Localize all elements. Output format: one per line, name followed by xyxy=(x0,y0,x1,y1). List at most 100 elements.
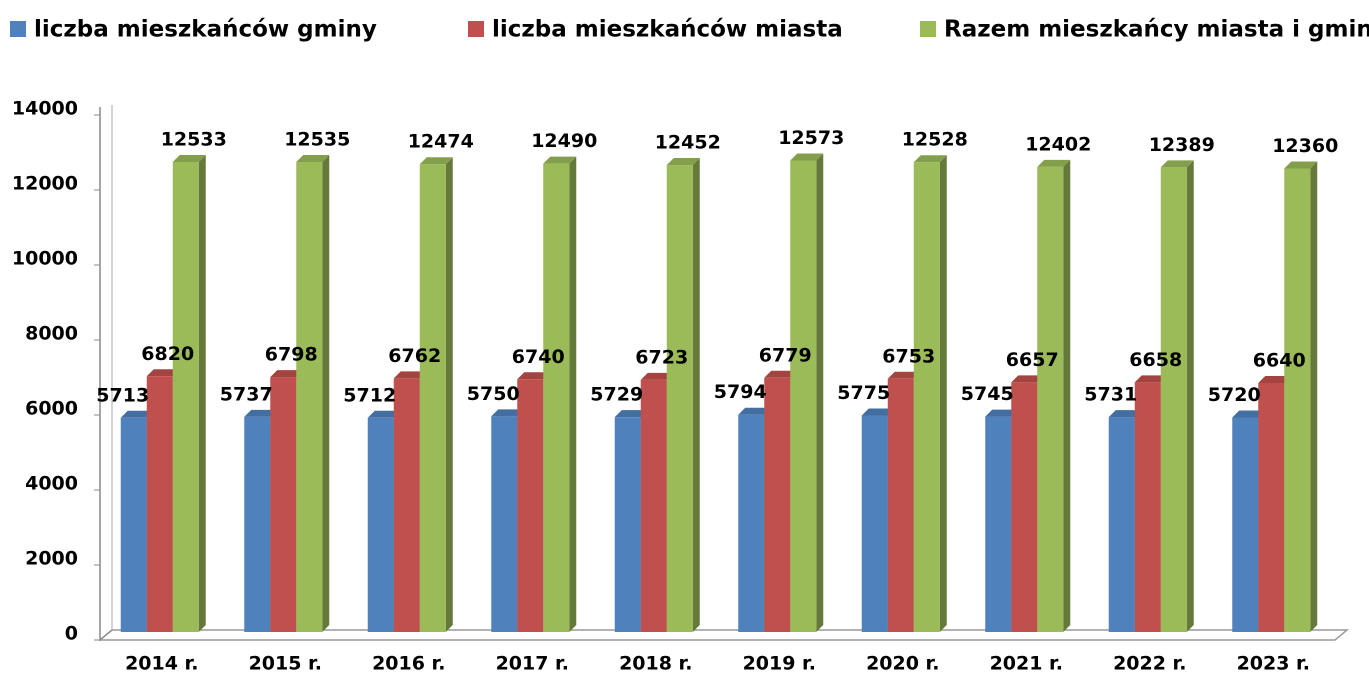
data-label: 6740 xyxy=(512,346,565,368)
bar xyxy=(120,417,147,632)
bar-top xyxy=(244,409,278,417)
data-label: 6753 xyxy=(882,345,935,367)
x-tick-label: 2023 r. xyxy=(1237,653,1310,675)
data-label: 5745 xyxy=(961,383,1014,405)
bar-top xyxy=(296,154,330,162)
bar-top xyxy=(419,157,453,165)
data-label: 6658 xyxy=(1129,349,1182,371)
bar xyxy=(543,163,570,632)
bar-top xyxy=(393,371,427,379)
bar xyxy=(1232,417,1259,632)
legend-label: liczba mieszkańców gminy xyxy=(34,17,377,43)
y-tick-label: 2000 xyxy=(25,548,78,570)
data-label: 12533 xyxy=(161,129,227,151)
bar xyxy=(1011,382,1038,632)
data-label: 5731 xyxy=(1084,384,1137,406)
bar xyxy=(1037,166,1064,633)
bar-top xyxy=(120,410,154,418)
data-label: 6762 xyxy=(388,345,441,367)
data-label: 6723 xyxy=(635,346,688,368)
bar-side xyxy=(692,158,700,633)
bar xyxy=(614,417,641,632)
data-label: 6640 xyxy=(1253,350,1306,372)
legend-swatch xyxy=(920,21,936,37)
legend-label: liczba mieszkańców miasta xyxy=(492,17,843,43)
bar-side xyxy=(1063,159,1071,633)
bar-top xyxy=(367,410,401,418)
bar xyxy=(517,379,544,632)
y-tick-label: 6000 xyxy=(25,398,78,420)
data-label: 12452 xyxy=(655,132,721,154)
bar xyxy=(764,377,791,632)
x-tick-label: 2016 r. xyxy=(372,653,445,675)
bar xyxy=(491,416,518,632)
bar-top xyxy=(1011,375,1045,383)
bar-side xyxy=(939,155,947,632)
data-label: 12528 xyxy=(902,129,968,151)
bar-top xyxy=(1160,160,1194,168)
x-tick-label: 2020 r. xyxy=(866,653,939,675)
data-label: 12474 xyxy=(408,131,474,153)
bar-top xyxy=(543,156,577,164)
bar xyxy=(640,379,667,632)
bar-top xyxy=(172,155,206,163)
bar-top xyxy=(913,155,947,163)
bar xyxy=(790,160,817,632)
bar-top xyxy=(270,370,304,378)
x-tick-label: 2019 r. xyxy=(743,653,816,675)
legend-swatch xyxy=(468,21,484,37)
y-tick-label: 12000 xyxy=(12,173,78,195)
bar-side xyxy=(445,157,453,632)
data-label: 5794 xyxy=(714,381,767,403)
y-tick-label: 4000 xyxy=(25,473,78,495)
y-tick-label: 0 xyxy=(65,623,78,645)
bar xyxy=(270,377,297,632)
data-label: 5720 xyxy=(1208,384,1261,406)
x-tick-label: 2022 r. xyxy=(1113,653,1186,675)
data-label: 5712 xyxy=(343,384,396,406)
bar-side xyxy=(569,156,577,632)
data-label: 12389 xyxy=(1149,134,1215,156)
floor xyxy=(100,629,1350,641)
data-label: 12535 xyxy=(284,128,350,150)
bar-top xyxy=(764,370,798,378)
bar xyxy=(738,414,765,632)
bar-side xyxy=(198,155,206,632)
data-label: 6657 xyxy=(1006,349,1059,371)
bar-top xyxy=(887,371,921,379)
bar xyxy=(666,165,693,633)
bar-top xyxy=(1258,376,1292,383)
bar xyxy=(146,376,173,632)
bar xyxy=(367,417,394,632)
x-tick-label: 2018 r. xyxy=(619,653,692,675)
x-tick-label: 2017 r. xyxy=(496,653,569,675)
bar xyxy=(887,378,914,632)
legend-swatch xyxy=(10,21,26,37)
data-label: 5750 xyxy=(467,383,520,405)
bar-side xyxy=(816,153,824,632)
bar-top xyxy=(1134,375,1168,383)
bar-side xyxy=(1310,161,1318,632)
bar xyxy=(296,161,323,632)
bar-side xyxy=(1186,160,1194,632)
bar xyxy=(393,378,420,632)
bar xyxy=(985,416,1012,632)
bar xyxy=(1108,417,1135,632)
bar-top xyxy=(146,369,180,377)
data-label: 12490 xyxy=(531,130,597,152)
bar-top xyxy=(666,158,700,166)
bar xyxy=(1284,168,1311,632)
bar xyxy=(244,416,271,632)
bar-top xyxy=(738,407,772,415)
bar xyxy=(861,415,888,632)
bar-top xyxy=(614,410,648,418)
bar xyxy=(172,162,199,632)
bar-top xyxy=(1232,410,1266,418)
y-tick-label: 8000 xyxy=(25,323,78,345)
legend-label: Razem mieszkańcy miasta i gminy xyxy=(944,17,1369,43)
data-label: 6779 xyxy=(759,344,812,366)
y-tick-label: 14000 xyxy=(12,98,78,120)
bar-top xyxy=(790,153,824,161)
axis-wall xyxy=(99,107,113,642)
